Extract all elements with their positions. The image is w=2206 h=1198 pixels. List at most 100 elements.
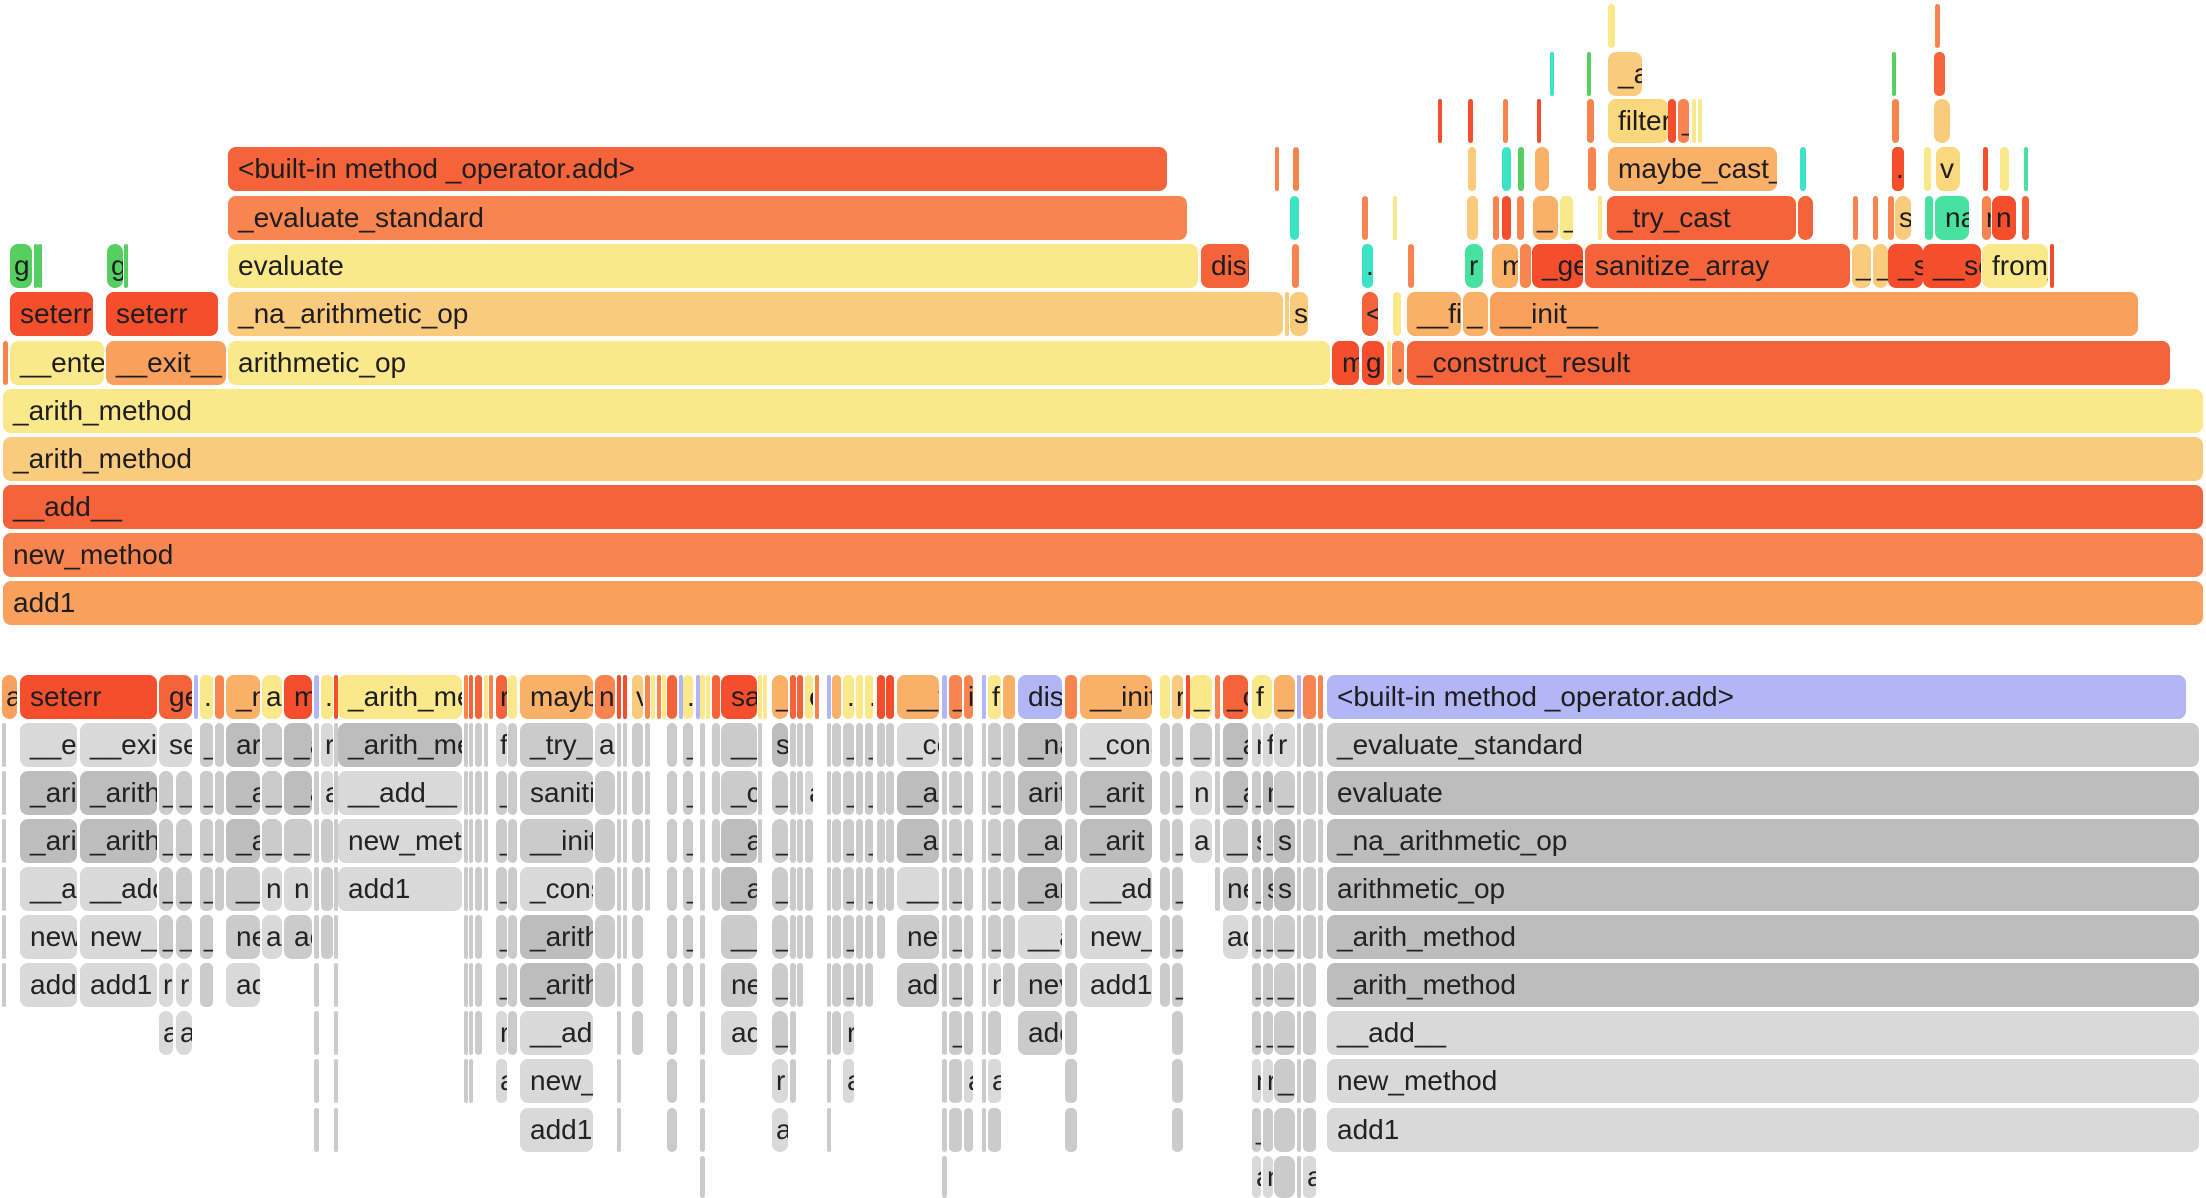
frame-arithmetic_op[interactable]: arithmetic_op: [228, 341, 1330, 385]
gray-frame-add1[interactable]: add1: [80, 963, 157, 1007]
gray-frame-_ar[interactable]: _ar: [1018, 819, 1062, 863]
frame-n[interactable]: n: [1992, 196, 2016, 240]
gray-frame-sliver[interactable]: [667, 867, 677, 911]
gray-frame-sliver[interactable]: [790, 915, 796, 959]
gray-frame-sliver[interactable]: [334, 915, 338, 959]
gray-frame-sliver[interactable]: [982, 771, 986, 815]
gray-frame-sliver[interactable]: [464, 867, 468, 911]
gray-frame-_[interactable]: _: [200, 771, 213, 815]
gray-frame-sliver[interactable]: [797, 867, 803, 911]
gray-frame-sliver[interactable]: [856, 867, 863, 911]
gray-frame-_[interactable]: _: [683, 867, 693, 911]
frame-sliver[interactable]: [856, 675, 863, 719]
gray-frame-__[interactable]: __: [721, 723, 757, 767]
gray-frame-sliver[interactable]: [632, 963, 643, 1007]
frame-sliver[interactable]: [1587, 52, 1591, 96]
gray-frame-sliver[interactable]: [982, 1108, 986, 1152]
frame-sliver[interactable]: [1668, 99, 1676, 143]
frame-sliver[interactable]: [1518, 147, 1524, 191]
frame-sliver[interactable]: [1362, 196, 1368, 240]
gray-frame-sliver[interactable]: [700, 1108, 705, 1152]
frame-_[interactable]: _: [1852, 244, 1871, 288]
gray-frame-sliver[interactable]: [949, 1108, 962, 1152]
gray-frame-add1[interactable]: add1: [1080, 963, 1152, 1007]
gray-frame-sliver[interactable]: [623, 915, 627, 959]
gray-frame-sliver[interactable]: [1215, 771, 1220, 815]
gray-frame-_[interactable]: _: [988, 867, 1001, 911]
frame-sliver[interactable]: [1468, 147, 1476, 191]
gray-frame-sliver[interactable]: [667, 1059, 677, 1103]
gray-frame-_[interactable]: _: [496, 771, 507, 815]
gray-frame-new_meth[interactable]: new_meth: [338, 819, 462, 863]
gray-frame-sliver[interactable]: [1303, 867, 1316, 911]
gray-frame-sliver[interactable]: [1303, 1059, 1316, 1103]
gray-frame-evaluate[interactable]: evaluate: [1327, 771, 2199, 815]
gray-frame-_[interactable]: _: [1252, 771, 1261, 815]
gray-frame-sliver[interactable]: [758, 819, 762, 863]
gray-frame-_arit[interactable]: _arit: [1080, 819, 1152, 863]
frame-sliver[interactable]: .: [1362, 244, 1373, 288]
frame-__se[interactable]: __se: [1923, 244, 1981, 288]
frame-sliver[interactable]: [1934, 52, 1945, 96]
gray-frame-sliver[interactable]: [790, 867, 796, 911]
gray-frame-sliver[interactable]: [827, 915, 831, 959]
frame-sliver[interactable]: [1285, 292, 1289, 336]
gray-frame-sliver[interactable]: [827, 723, 831, 767]
gray-frame-sliver[interactable]: [484, 819, 488, 863]
frame-sliver[interactable]: [1983, 147, 1988, 191]
frame-sliver[interactable]: [797, 675, 803, 719]
frame-sliver[interactable]: [1387, 341, 1391, 385]
gray-frame-_[interactable]: _: [683, 771, 693, 815]
gray-frame-_[interactable]: _: [988, 771, 1001, 815]
frame-sliver[interactable]: [1502, 147, 1511, 191]
frame-_[interactable]: _: [1873, 244, 1888, 288]
gray-frame-_arith_me[interactable]: _arith_me: [338, 723, 462, 767]
gray-frame-sliver[interactable]: [832, 963, 841, 1007]
frame-_a[interactable]: _a: [1608, 52, 1642, 96]
gray-frame-sliver[interactable]: [314, 867, 319, 911]
gray-frame-sliver[interactable]: [790, 771, 796, 815]
gray-frame-sliver[interactable]: [475, 1011, 482, 1055]
gray-frame-_[interactable]: _: [772, 819, 788, 863]
gray-frame-sliver[interactable]: [832, 915, 841, 959]
gray-frame-_[interactable]: _: [772, 915, 788, 959]
gray-frame-sliver[interactable]: [1003, 819, 1015, 863]
gray-frame-sliver[interactable]: [1065, 771, 1077, 815]
frame-new_method[interactable]: new_method: [3, 533, 2203, 577]
gray-frame-sliver[interactable]: [1303, 915, 1316, 959]
frame-sliver[interactable]: [1215, 675, 1220, 719]
gray-frame-_[interactable]: _: [949, 771, 962, 815]
gray-frame-a[interactable]: a: [964, 1059, 973, 1103]
gray-frame-_[interactable]: _: [176, 771, 192, 815]
gray-frame-n[interactable]: n: [1263, 1156, 1273, 1198]
frame-sliver[interactable]: [1598, 196, 1602, 240]
frame-sliver[interactable]: [1588, 147, 1596, 191]
gray-frame-sliver[interactable]: [988, 1108, 1001, 1152]
frame-sliver[interactable]: [1888, 196, 1894, 240]
frame-_arith_method[interactable]: _arith_method: [3, 389, 2203, 433]
gray-frame-_[interactable]: _: [865, 771, 873, 815]
gray-frame-sliver[interactable]: [623, 723, 627, 767]
gray-frame-_a[interactable]: _a: [284, 723, 312, 767]
gray-frame-sliver[interactable]: [827, 1011, 831, 1055]
gray-frame-sliver[interactable]: [469, 963, 473, 1007]
gray-frame-fi[interactable]: fi: [1263, 723, 1273, 767]
gray-frame-_[interactable]: _: [1263, 915, 1273, 959]
gray-frame-sliver[interactable]: [215, 771, 224, 815]
frame-sliver[interactable]: .: [683, 675, 693, 719]
frame-sliver[interactable]: [489, 675, 493, 719]
frame-sliver[interactable]: [1468, 99, 1473, 143]
gray-frame-_arit[interactable]: _arit: [1080, 771, 1152, 815]
gray-frame-_[interactable]: _: [159, 867, 173, 911]
gray-frame-sliver[interactable]: [1263, 1108, 1273, 1152]
gray-frame-r[interactable]: r: [159, 963, 173, 1007]
gray-frame-ac[interactable]: ac: [284, 915, 312, 959]
gray-frame-sliver[interactable]: [1003, 771, 1015, 815]
gray-frame-ari[interactable]: ari: [226, 723, 260, 767]
gray-frame-sliver[interactable]: [469, 819, 473, 863]
gray-frame-n[interactable]: n: [262, 867, 282, 911]
gray-frame-sliver[interactable]: [832, 819, 841, 863]
gray-frame-sliver[interactable]: [215, 819, 224, 863]
gray-frame-sliver[interactable]: [964, 915, 973, 959]
gray-frame-_[interactable]: _: [843, 915, 854, 959]
